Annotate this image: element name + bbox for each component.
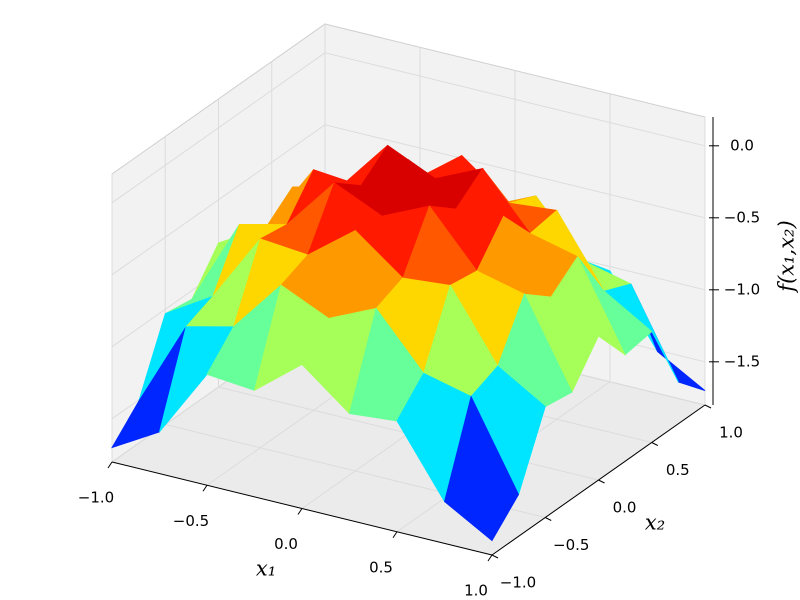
z-tick-label: −1.0 bbox=[724, 280, 760, 298]
y-tick-label: 0.0 bbox=[613, 499, 637, 517]
x-tick-label: 1.0 bbox=[464, 582, 488, 600]
y-axis-line bbox=[491, 404, 706, 556]
x-axis-label: x₁ bbox=[256, 557, 276, 581]
y-tick-mark bbox=[545, 517, 552, 521]
z-tick-label: 0.0 bbox=[730, 136, 754, 154]
grid-line bbox=[324, 52, 706, 147]
y-tick-mark bbox=[598, 479, 605, 484]
x-tick-mark bbox=[392, 531, 398, 539]
x-tick-mark bbox=[107, 461, 113, 469]
x-tick-label: −1.0 bbox=[78, 489, 114, 507]
y-tick-label: −0.5 bbox=[553, 536, 589, 554]
z-tick-label: −0.5 bbox=[724, 208, 760, 226]
y-axis-label: x₂ bbox=[645, 511, 665, 535]
z-axis-label: f(x₁,x₂) bbox=[775, 220, 799, 293]
y-tick-mark bbox=[651, 442, 658, 446]
grid-line bbox=[324, 124, 706, 219]
y-tick-label: 0.5 bbox=[666, 461, 690, 479]
x-tick-label: 0.0 bbox=[274, 535, 298, 553]
x-tick-label: 0.5 bbox=[369, 558, 393, 576]
x-tick-label: −0.5 bbox=[173, 512, 209, 530]
grid-line bbox=[111, 52, 326, 204]
x-axis-line bbox=[111, 461, 493, 556]
x-tick-mark bbox=[297, 508, 303, 515]
y-tick-label: −1.0 bbox=[500, 574, 536, 592]
z-tick-label: −1.5 bbox=[724, 352, 760, 370]
surface-patch bbox=[444, 395, 520, 542]
grid-line bbox=[111, 124, 326, 276]
y-tick-mark bbox=[491, 554, 499, 559]
y-tick-label: 1.0 bbox=[719, 424, 743, 442]
y-tick-mark bbox=[704, 404, 712, 409]
x-tick-mark bbox=[487, 554, 493, 562]
x-tick-mark bbox=[202, 484, 208, 492]
